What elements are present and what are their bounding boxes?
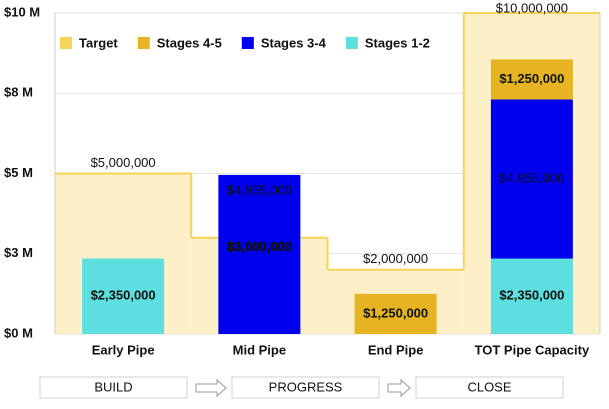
x-tick-label: Mid Pipe — [233, 342, 286, 357]
bar-value-label: $1,250,000 — [363, 305, 428, 320]
x-tick-label: End Pipe — [368, 342, 424, 357]
y-tick-label: $3 M — [4, 245, 33, 260]
bar-segment — [82, 258, 165, 334]
bar-segment — [490, 258, 573, 334]
target-label: $3,000,000 — [227, 239, 292, 254]
bar-value-label: $4,955,000 — [227, 182, 292, 197]
nav-button[interactable] — [39, 376, 188, 399]
bar-value-label: $4,955,000 — [499, 170, 564, 185]
target-label: $2,000,000 — [363, 251, 428, 266]
legend-label: Stages 1-2 — [365, 35, 430, 50]
nav-button-label[interactable]: CLOSE — [467, 379, 511, 394]
bar-segment — [490, 99, 573, 259]
nav-button-label[interactable]: PROGRESS — [269, 379, 343, 394]
y-tick-label: $5 M — [4, 165, 33, 180]
x-tick-label: TOT Pipe Capacity — [475, 342, 590, 357]
legend-swatch — [137, 37, 150, 49]
legend-swatch — [60, 37, 72, 49]
x-tick-label: Early Pipe — [92, 342, 155, 357]
y-tick-label: $8 M — [4, 85, 33, 100]
arrow — [195, 378, 227, 398]
bar-segment — [218, 174, 301, 334]
bar-segment — [354, 293, 437, 334]
bar-value-label: $1,250,000 — [499, 71, 564, 86]
bar-segment — [490, 59, 573, 100]
legend-label: Stages 4-5 — [157, 35, 222, 50]
nav-button[interactable] — [415, 376, 564, 399]
y-tick-label: $0 M — [4, 325, 33, 340]
nav-button[interactable] — [231, 376, 380, 399]
bar-value-label: $2,350,000 — [91, 288, 156, 303]
bar-value-label: $2,350,000 — [499, 288, 564, 303]
nav-button-label[interactable]: BUILD — [94, 379, 132, 394]
legend-label: Stages 3-4 — [261, 35, 327, 50]
y-tick-label: $10 M — [4, 4, 40, 19]
legend-swatch — [241, 37, 254, 49]
legend-label: Target — [79, 35, 118, 50]
target-label: $10,000,000 — [496, 0, 568, 15]
arrow — [387, 378, 411, 398]
legend-swatch — [345, 37, 358, 49]
target-label: $5,000,000 — [91, 155, 156, 170]
